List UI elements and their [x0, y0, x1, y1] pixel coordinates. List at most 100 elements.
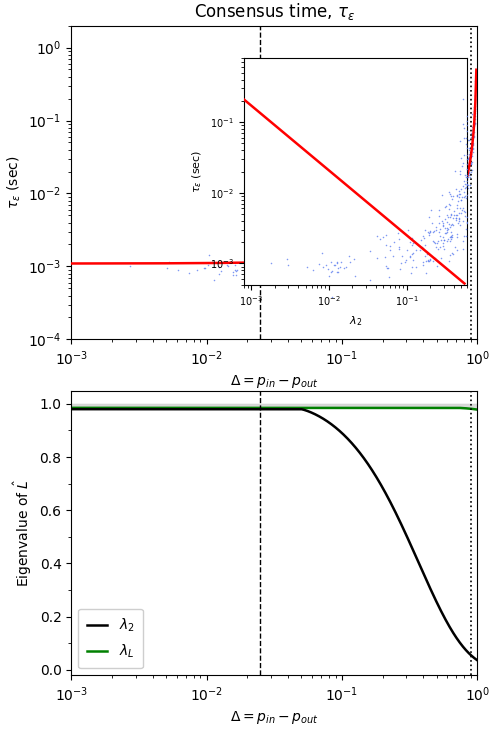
Point — [433, 237, 441, 249]
Point — [468, 201, 476, 213]
Point — [467, 128, 475, 139]
Point — [423, 217, 431, 228]
X-axis label: $\Delta = p_{in} - p_{out}$: $\Delta = p_{in} - p_{out}$ — [230, 373, 319, 391]
Point — [458, 160, 466, 172]
Point — [461, 175, 468, 187]
Point — [468, 108, 476, 120]
Point — [334, 266, 342, 278]
Point — [467, 202, 475, 214]
$\lambda_L$ — [392, 404, 398, 412]
Point — [466, 171, 474, 182]
Point — [379, 231, 387, 243]
Point — [201, 262, 209, 274]
Point — [451, 190, 459, 201]
Point — [459, 169, 466, 181]
Point — [424, 255, 432, 266]
Point — [396, 257, 404, 269]
Point — [441, 222, 449, 234]
Point — [419, 220, 427, 231]
Point — [423, 229, 431, 241]
Point — [464, 191, 472, 202]
Point — [463, 175, 471, 187]
$\lambda_2$ — [247, 405, 253, 414]
Point — [395, 243, 402, 255]
Point — [462, 159, 470, 171]
Point — [465, 193, 473, 204]
Point — [467, 148, 475, 160]
Point — [478, 165, 486, 177]
Point — [462, 176, 470, 188]
Point — [443, 209, 451, 220]
Point — [463, 157, 471, 169]
Point — [469, 120, 477, 132]
Point — [441, 213, 449, 225]
Point — [437, 215, 445, 227]
Point — [334, 262, 342, 274]
Point — [333, 256, 341, 268]
Point — [456, 201, 464, 213]
Point — [465, 158, 473, 169]
Point — [423, 212, 431, 224]
Point — [445, 255, 453, 267]
Point — [382, 239, 390, 251]
Point — [459, 191, 467, 203]
Point — [474, 109, 482, 120]
Point — [468, 159, 476, 171]
Point — [454, 195, 461, 207]
Point — [463, 187, 471, 199]
Point — [229, 269, 237, 281]
Point — [408, 235, 416, 247]
Point — [460, 176, 468, 188]
Point — [460, 180, 467, 191]
Point — [463, 126, 471, 137]
Point — [461, 179, 469, 191]
Point — [458, 185, 466, 196]
Point — [432, 251, 440, 263]
Point — [423, 206, 430, 218]
Point — [447, 226, 455, 238]
Point — [463, 119, 471, 131]
Point — [445, 186, 453, 198]
Point — [447, 219, 455, 231]
Point — [429, 255, 437, 266]
Point — [458, 153, 465, 164]
Point — [469, 174, 477, 185]
Point — [437, 189, 445, 201]
Point — [474, 128, 482, 140]
Point — [341, 261, 349, 272]
Point — [476, 123, 484, 134]
Point — [455, 212, 463, 224]
Point — [233, 264, 241, 276]
Point — [433, 214, 441, 226]
Point — [468, 151, 476, 163]
Point — [464, 167, 472, 179]
Point — [470, 165, 478, 177]
Point — [360, 226, 368, 238]
Point — [468, 129, 476, 141]
Point — [439, 213, 447, 225]
Point — [429, 217, 436, 228]
Point — [453, 231, 461, 242]
Point — [371, 250, 379, 262]
Point — [455, 212, 462, 223]
Point — [460, 191, 468, 203]
Point — [448, 231, 456, 242]
Point — [471, 93, 479, 105]
Point — [455, 200, 463, 212]
Point — [464, 147, 472, 158]
Point — [468, 162, 476, 174]
Point — [446, 231, 454, 242]
Point — [470, 161, 478, 173]
Point — [430, 228, 438, 239]
Point — [469, 143, 477, 155]
Point — [315, 258, 323, 270]
Point — [443, 205, 451, 217]
Point — [339, 274, 347, 286]
Point — [425, 212, 433, 223]
Point — [382, 250, 390, 262]
Point — [438, 237, 446, 249]
Point — [451, 165, 459, 177]
Point — [427, 224, 435, 236]
Point — [393, 244, 401, 256]
Point — [469, 159, 477, 171]
